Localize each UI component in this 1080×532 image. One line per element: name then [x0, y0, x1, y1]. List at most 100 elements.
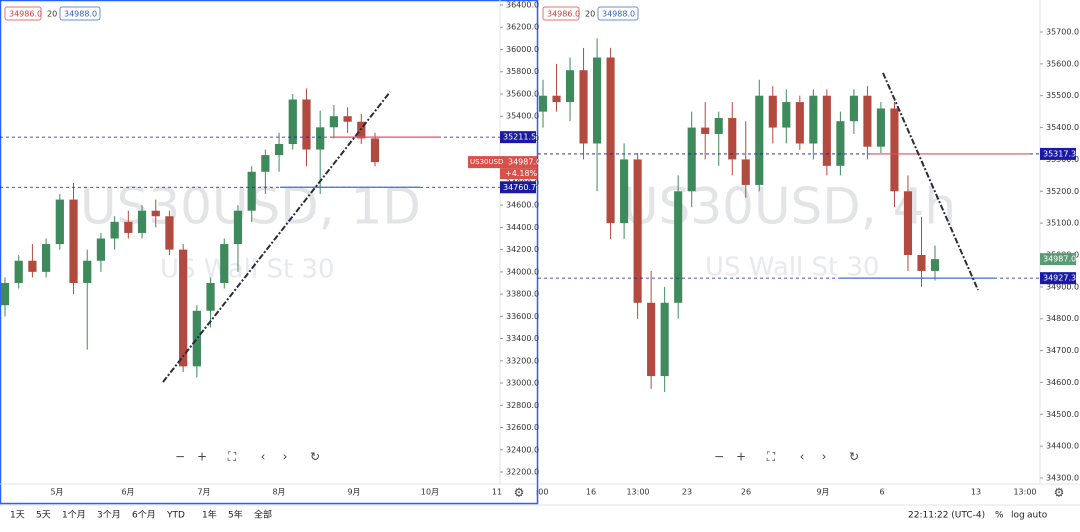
candle-body	[261, 155, 270, 172]
candle-body	[633, 159, 642, 303]
ask[interactable]: 34988.0	[602, 10, 635, 19]
candle-body	[316, 127, 325, 150]
candle-body	[579, 70, 588, 144]
candle-body	[728, 118, 737, 160]
candle-body	[42, 244, 51, 272]
last-symbol: US30USD	[470, 158, 503, 166]
candle-body	[220, 244, 229, 283]
candle-body	[274, 143, 284, 156]
bid-box	[542, 6, 580, 21]
y-tick-label: 34500.0	[1046, 410, 1079, 419]
nav-button[interactable]: ↻	[310, 450, 320, 464]
y-tick-label: 34300.0	[1046, 474, 1079, 483]
last-change: +4.18%	[505, 169, 538, 178]
nav-button[interactable]: ⛶	[766, 450, 776, 464]
nav-button[interactable]: −	[175, 450, 185, 464]
y-tick-label: 36400.0	[506, 1, 539, 10]
active-panel-border	[0, 0, 539, 505]
x-tick-label: 13	[971, 488, 981, 497]
x-tick-label: :00	[536, 488, 549, 497]
bid[interactable]: 34986.0	[9, 10, 42, 19]
y-tick-label: 32600.0	[506, 423, 539, 432]
level-tag-label: 35211.5	[503, 133, 536, 142]
y-tick-label: 34200.0	[506, 245, 539, 254]
x-tick-label: 5月	[50, 488, 63, 497]
range-button[interactable]: 5天	[36, 511, 51, 521]
axis-option[interactable]: %	[995, 511, 1004, 521]
axis-option[interactable]: log	[1011, 511, 1025, 521]
spread: 20	[47, 10, 57, 19]
level-tag	[1040, 147, 1076, 160]
y-tick-label: 36200.0	[506, 23, 539, 32]
nav-button[interactable]: −	[714, 450, 724, 464]
range-button[interactable]: 6个月	[132, 510, 156, 521]
y-tick-label: 34700.0	[1046, 346, 1079, 355]
candle-body	[83, 260, 92, 283]
candle-body	[674, 191, 683, 303]
candle-body	[552, 95, 561, 103]
y-tick-label: 33800.0	[506, 290, 539, 299]
settings-button[interactable]: ⚙	[514, 486, 525, 500]
y-tick-label: 34600.0	[506, 201, 539, 210]
last-price: 34987.0	[508, 158, 541, 167]
ask[interactable]: 34988.0	[64, 10, 97, 19]
range-button[interactable]: 5年	[228, 509, 243, 521]
candle-body	[782, 102, 791, 128]
candle-body	[565, 70, 575, 103]
candle-body	[14, 260, 23, 283]
candle-body	[930, 259, 940, 271]
candle-body	[836, 121, 845, 166]
x-tick-label: 6	[879, 488, 884, 497]
x-tick-label: 6月	[121, 488, 134, 497]
y-tick-label: 35400.0	[506, 112, 539, 121]
x-tick-label: 8月	[272, 488, 285, 497]
settings-button[interactable]: ⚙	[1054, 486, 1065, 500]
candle-body	[151, 210, 160, 217]
y-tick-label: 36000.0	[506, 45, 539, 54]
candle-body	[343, 116, 352, 122]
nav-button[interactable]: ‹	[800, 450, 805, 464]
x-tick-label: 13:00	[626, 488, 649, 497]
y-tick-label: 33200.0	[506, 356, 539, 365]
range-button[interactable]: 1天	[10, 511, 25, 521]
spread: 20	[585, 10, 595, 19]
bid[interactable]: 34986.0	[547, 10, 580, 19]
x-tick-label: 9月	[347, 488, 360, 497]
nav-button[interactable]: ›	[283, 450, 288, 464]
axis-option[interactable]: auto	[1027, 511, 1048, 521]
nav-button[interactable]: ↻	[849, 450, 859, 464]
range-button[interactable]: 全部	[254, 509, 272, 521]
range-button[interactable]: YTD	[166, 511, 185, 521]
level-tag-label: 34927.3	[1043, 274, 1076, 283]
trend-line	[882, 72, 979, 291]
nav-button[interactable]: +	[736, 450, 746, 464]
watermark-description: US Wall St 30	[160, 255, 335, 285]
y-tick-label: 35700.0	[1046, 28, 1079, 37]
y-tick-label: 33000.0	[506, 379, 539, 388]
level-tag-label: 35317.3	[1043, 149, 1076, 158]
nav-button[interactable]: +	[197, 450, 207, 464]
candle-body	[233, 210, 243, 245]
y-tick-label: 35800.0	[506, 67, 539, 76]
candle-body	[110, 221, 119, 239]
candle-body	[903, 191, 913, 255]
candle-body	[849, 95, 858, 122]
candle-body	[247, 171, 256, 211]
watermark-description: US Wall St 30	[705, 253, 880, 283]
candle-body	[370, 138, 380, 163]
candle-body	[0, 282, 10, 306]
y-tick-label: 35100.0	[1046, 219, 1079, 228]
last-price: 34987.0	[1043, 255, 1076, 264]
nav-button[interactable]: ⛶	[227, 450, 237, 464]
range-button[interactable]: 1年	[202, 509, 217, 521]
candle-body	[96, 238, 106, 261]
nav-button[interactable]: ›	[822, 450, 827, 464]
y-tick-label: 34900.0	[1046, 282, 1079, 291]
candle-body	[620, 159, 629, 224]
range-button[interactable]: 1个月	[62, 510, 86, 521]
range-button[interactable]: 3个月	[97, 510, 121, 521]
candle-body	[137, 210, 147, 233]
candle-body	[69, 199, 78, 283]
nav-button[interactable]: ‹	[261, 450, 266, 464]
candle-body	[917, 255, 926, 271]
